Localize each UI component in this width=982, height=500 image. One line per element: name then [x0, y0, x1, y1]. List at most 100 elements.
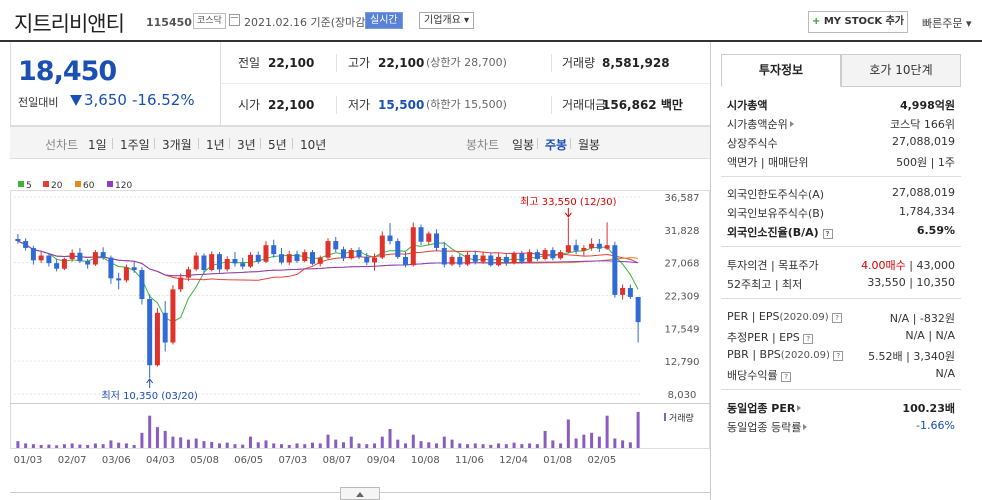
y-tick-label: 8,030	[668, 390, 697, 401]
volume-bar	[202, 441, 206, 448]
candle-body	[410, 227, 416, 266]
mystock-add-button[interactable]: + MY STOCK 추가	[808, 11, 908, 33]
candle-body	[604, 245, 610, 249]
candle-body	[38, 255, 44, 261]
stock-chart[interactable]: 36,587 31,828 27,068 22,309 17,549 12,790 8,03…	[10, 170, 710, 470]
volume-bar	[380, 436, 384, 448]
volume-bar	[210, 441, 214, 448]
current-price: 18,450	[18, 56, 117, 87]
realtime-button[interactable]: 실시간	[365, 12, 403, 29]
candle-chart-label: 봉차트	[466, 138, 500, 152]
volume-bar	[388, 429, 392, 448]
candle-body	[325, 241, 331, 258]
high-label: 최고 33,550 (12/30)	[520, 196, 616, 208]
caret-right-icon	[797, 405, 802, 411]
candle-body	[596, 243, 602, 249]
candle-body	[581, 247, 587, 251]
volume-bar	[357, 443, 361, 448]
candle-body	[519, 253, 525, 262]
candle-body	[15, 238, 21, 242]
candle-body	[77, 252, 83, 262]
foreign-hold-value: 1,784,334	[899, 205, 955, 218]
price-panel: 18,450 전일대비 3,650 -16.52%	[10, 42, 221, 126]
volume-bar	[55, 445, 59, 448]
base-date: 2021.02.16 기준(장마감)	[244, 16, 370, 29]
chevron-up-icon	[356, 492, 364, 497]
volume-bar	[186, 439, 190, 448]
mcap-label: 시가총액	[727, 99, 768, 112]
prev-label: 전일	[238, 56, 261, 70]
company-info-dropdown[interactable]: 기업개요 ▾	[419, 12, 474, 29]
volume-bar	[551, 440, 555, 448]
candle-body	[116, 278, 122, 281]
volume-bar	[566, 419, 570, 448]
candle-body	[620, 287, 626, 295]
legend-label: 5	[26, 181, 32, 191]
amount-value: 156,862 백만	[602, 98, 683, 112]
foreign-limit-value: 27,088,019	[892, 186, 955, 199]
candle-daily[interactable]: 일봉	[512, 138, 535, 152]
period-5y[interactable]: 5년	[268, 138, 287, 152]
period-1y[interactable]: 1년	[206, 138, 225, 152]
legend-swatch	[18, 181, 24, 187]
period-3y[interactable]: 3년	[237, 138, 256, 152]
candle-body	[108, 257, 114, 279]
face-label: 액면가 | 매매단위	[727, 156, 809, 169]
candle-body	[503, 256, 509, 264]
candle-body	[54, 263, 60, 269]
volume-bar	[279, 444, 283, 448]
div-value: N/A	[935, 367, 955, 380]
fast-order-dropdown[interactable]: 빠른주문 ▾	[922, 17, 972, 30]
line-chart-label: 선차트	[45, 138, 79, 152]
mcap-rank-label[interactable]: 시가총액순위	[727, 116, 794, 132]
candle-monthly[interactable]: 월봉	[578, 138, 601, 152]
candle-body	[263, 245, 269, 262]
volume-bar	[582, 434, 586, 448]
volume-bar	[543, 430, 547, 448]
volume-bar	[466, 444, 470, 448]
chart-collapse-button[interactable]	[340, 487, 380, 500]
candle-body	[558, 252, 564, 259]
help-icon: ?	[781, 372, 792, 382]
price-change: 3,650	[70, 91, 127, 109]
tab-invest-info[interactable]: 투자정보	[721, 54, 841, 87]
candle-body	[147, 299, 153, 366]
price-stats: 전일 22,100 고가 22,100 (상한가 28,700) 거래량 8,5…	[221, 42, 710, 126]
candle-body	[271, 245, 277, 255]
stock-code: 115450	[146, 16, 192, 29]
candle-body	[286, 254, 292, 263]
volume-bar	[47, 444, 51, 448]
high-label: 고가	[348, 56, 371, 70]
volume-bar	[597, 436, 601, 448]
low-arrow-head	[146, 378, 154, 384]
period-1w[interactable]: 1주일	[120, 138, 150, 152]
volume-bar	[140, 432, 144, 448]
period-10y[interactable]: 10년	[300, 138, 327, 152]
volume-bar	[225, 442, 229, 448]
volume-bar	[334, 439, 338, 448]
x-tick-label: 11/06	[455, 455, 484, 466]
candle-body	[527, 252, 533, 262]
volume-bar	[628, 442, 632, 448]
legend-label: 120	[115, 181, 132, 191]
period-1d[interactable]: 1일	[88, 138, 107, 152]
volume-bar	[621, 440, 625, 448]
candle-body	[511, 253, 517, 264]
amount-label: 거래대금	[562, 98, 607, 112]
volume-bar	[132, 444, 136, 448]
volume-bar	[31, 444, 35, 448]
candle-body	[465, 254, 471, 265]
shares-label: 상장주식수	[727, 137, 778, 150]
candle-body	[372, 257, 378, 263]
y-tick-label: 12,790	[665, 357, 700, 368]
tab-orderbook[interactable]: 호가 10단계	[841, 54, 961, 87]
period-3m[interactable]: 3개월	[162, 138, 192, 152]
candle-body	[69, 252, 75, 259]
est-per-value: N/A | N/A	[905, 329, 955, 342]
candle-weekly[interactable]: 주봉	[545, 138, 568, 152]
opinion-label: 투자의견 | 목표주가	[727, 259, 819, 272]
industry-per-label[interactable]: 동일업종 PER	[727, 400, 802, 416]
x-tick-label: 01/08	[543, 455, 572, 466]
mcap-rank-value: 코스닥 166위	[890, 118, 955, 131]
industry-rate-label[interactable]: 동일업종 등락률	[727, 419, 808, 435]
